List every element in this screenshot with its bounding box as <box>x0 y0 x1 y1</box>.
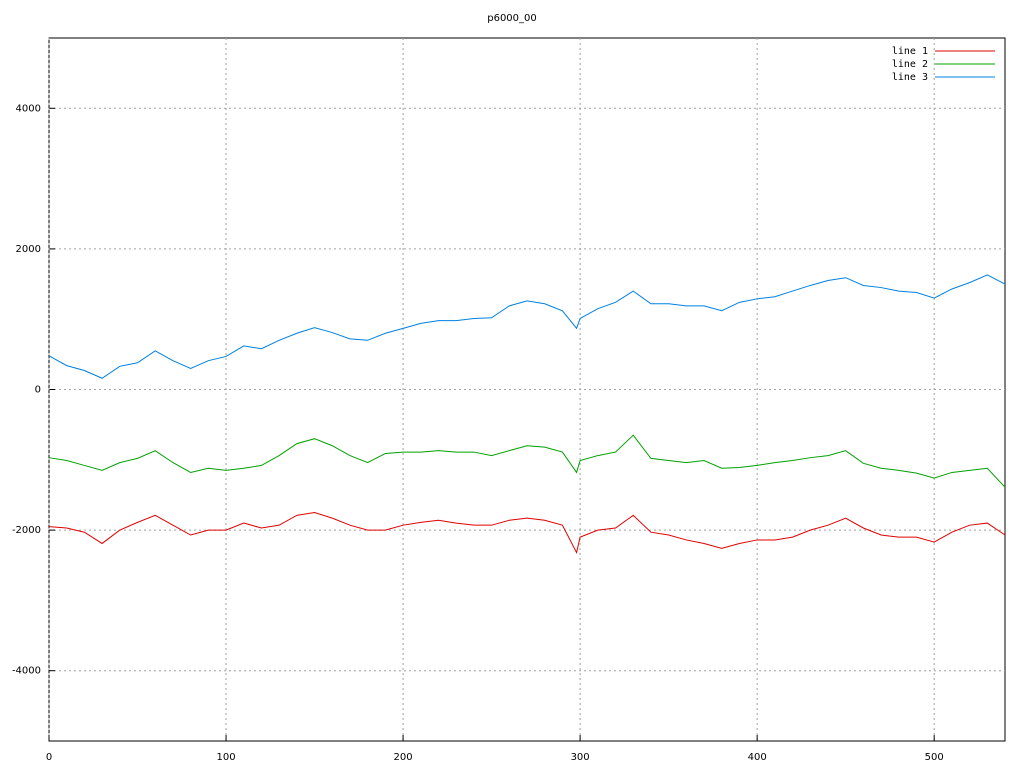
legend-label: line 1 <box>892 46 928 57</box>
legend-label: line 3 <box>892 72 928 83</box>
y-tick-label: -2000 <box>12 525 41 536</box>
y-tick-label: -4000 <box>12 666 41 677</box>
legend-label: line 2 <box>892 59 928 70</box>
x-tick-label: 300 <box>571 752 590 763</box>
y-tick-label: 2000 <box>16 244 41 255</box>
x-tick-label: 500 <box>925 752 944 763</box>
x-tick-label: 0 <box>46 752 52 763</box>
x-tick-label: 200 <box>394 752 413 763</box>
y-tick-label: 4000 <box>16 103 41 114</box>
line-series <box>48 274 1006 379</box>
line-series <box>48 434 1006 488</box>
line-series <box>48 512 1006 555</box>
x-tick-label: 100 <box>216 752 235 763</box>
plot-border <box>48 37 1006 742</box>
y-tick-label: 0 <box>35 385 41 396</box>
x-tick-label: 400 <box>748 752 767 763</box>
chart-title: p6000_00 <box>487 13 537 24</box>
